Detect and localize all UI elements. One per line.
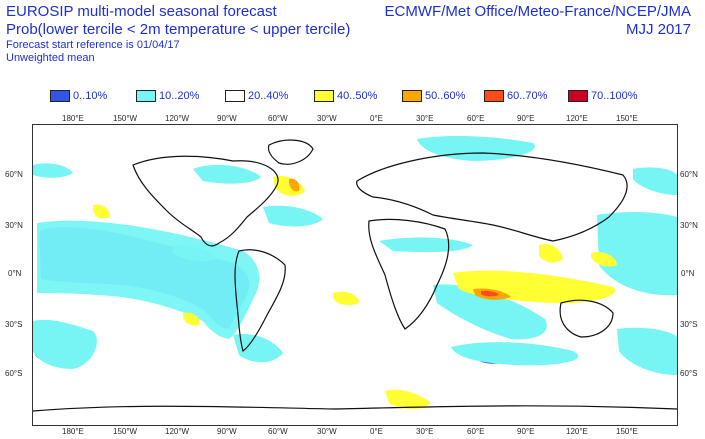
lon-label-bottom: 0°E xyxy=(370,427,383,436)
zone-10-20 xyxy=(193,164,261,184)
forecast-season: MJJ 2017 xyxy=(625,21,691,38)
lon-label-bottom: 120°W xyxy=(165,427,190,436)
map-title: EUROSIP multi-model seasonal forecast xyxy=(6,3,277,20)
lat-label-right: 30°S xyxy=(680,320,698,329)
title-block: EUROSIP multi-model seasonal forecast Pr… xyxy=(6,3,350,65)
lon-label-bottom: 30°W xyxy=(317,427,337,436)
below-normal-zones xyxy=(33,136,677,375)
zone-40-50 xyxy=(539,243,563,263)
legend-item: 70..100% xyxy=(568,89,637,103)
legend-item: 60..70% xyxy=(484,89,547,103)
coastline-south-america xyxy=(234,249,286,353)
zone-60-70 xyxy=(481,290,499,297)
legend-item: 20..40% xyxy=(225,89,288,103)
lon-label-top: 60°E xyxy=(467,114,485,123)
lon-label-top: 0°E xyxy=(370,114,383,123)
zone-10-20 xyxy=(633,167,677,195)
legend-label: 0..10% xyxy=(73,90,108,102)
lon-label-top: 90°W xyxy=(217,114,237,123)
title-right-block: ECMWF/Met Office/Meteo-France/NCEP/JMA M… xyxy=(385,3,691,39)
zone-10-20 xyxy=(33,319,97,369)
legend-label: 60..70% xyxy=(507,90,548,102)
mean-type: Unweighted mean xyxy=(6,52,95,64)
legend-label: 50..60% xyxy=(425,90,466,102)
forecast-reference: Forecast start reference is 01/04/17 xyxy=(6,39,180,51)
zone-50-60 xyxy=(289,178,300,192)
lon-label-top: 120°W xyxy=(165,114,190,123)
zone-10-20 xyxy=(417,136,535,161)
lon-label-top: 90°E xyxy=(517,114,535,123)
coastline-eurasia xyxy=(356,152,628,242)
coastline-africa xyxy=(368,218,450,330)
lat-label-left: 0°N xyxy=(8,269,22,278)
coastline-greenland xyxy=(267,139,314,165)
lon-label-top: 150°W xyxy=(113,114,138,123)
lon-label-bottom: 30°E xyxy=(416,427,434,436)
legend-label: 10..20% xyxy=(159,90,200,102)
legend-label: 40..50% xyxy=(337,90,378,102)
lon-label-bottom: 180°E xyxy=(62,427,84,436)
legend-swatch xyxy=(402,90,422,102)
legend-swatch xyxy=(225,90,245,102)
zone-40-50 xyxy=(183,312,200,326)
legend-swatch xyxy=(484,90,504,102)
lon-label-top: 30°W xyxy=(317,114,337,123)
legend-label: 70..100% xyxy=(591,90,638,102)
coastline-north-america xyxy=(132,155,279,247)
lat-label-left: 30°S xyxy=(5,320,23,329)
lon-label-bottom: 60°E xyxy=(467,427,485,436)
lon-label-bottom: 60°W xyxy=(268,427,288,436)
high-probability-zones xyxy=(289,178,511,300)
lat-label-left: 60°N xyxy=(5,170,23,179)
zone-40-50 xyxy=(385,389,431,409)
lon-label-top: 60°W xyxy=(268,114,288,123)
legend-swatch xyxy=(136,90,156,102)
forecast-centres: ECMWF/Met Office/Meteo-France/NCEP/JMA xyxy=(384,3,691,20)
legend-swatch xyxy=(568,90,588,102)
legend-item: 50..60% xyxy=(402,89,465,103)
legend-label: 20..40% xyxy=(248,90,289,102)
zone-10-20 xyxy=(451,342,579,366)
zone-10-20 xyxy=(617,327,677,375)
lon-label-bottom: 90°E xyxy=(517,427,535,436)
lat-label-right: 60°N xyxy=(680,170,698,179)
legend-swatch xyxy=(314,90,334,102)
lon-label-bottom: 150°E xyxy=(616,427,638,436)
lat-label-right: 30°N xyxy=(680,221,698,230)
legend-item: 40..50% xyxy=(314,89,377,103)
lon-label-top: 150°E xyxy=(616,114,638,123)
zone-10-20 xyxy=(173,244,217,261)
lat-label-right: 0°N xyxy=(681,269,695,278)
zone-10-20 xyxy=(379,237,473,253)
zone-40-50 xyxy=(93,204,110,219)
legend-swatch xyxy=(50,90,70,102)
legend-item: 0..10% xyxy=(50,89,107,103)
lon-label-bottom: 120°E xyxy=(566,427,588,436)
zone-10-20 xyxy=(433,284,547,340)
zone-10-20 xyxy=(597,211,677,296)
map-subtitle: Prob(lower tercile < 2m temperature < up… xyxy=(6,21,351,38)
lon-label-top: 120°E xyxy=(566,114,588,123)
lat-label-right: 60°S xyxy=(680,369,698,378)
lat-label-left: 60°S xyxy=(5,369,23,378)
lon-label-bottom: 90°W xyxy=(217,427,237,436)
zone-40-50 xyxy=(591,251,617,267)
coastline-australia xyxy=(559,299,614,338)
forecast-map xyxy=(32,124,678,426)
lon-label-top: 180°E xyxy=(62,114,84,123)
lon-label-bottom: 150°W xyxy=(113,427,138,436)
zone-40-50 xyxy=(333,291,359,305)
coastlines xyxy=(33,139,677,412)
world-map-svg xyxy=(33,136,677,412)
zone-10-20 xyxy=(33,163,73,178)
legend-item: 10..20% xyxy=(136,89,199,103)
lat-label-left: 30°N xyxy=(5,221,23,230)
lon-label-top: 30°E xyxy=(416,114,434,123)
zone-10-20 xyxy=(263,205,323,227)
zone-10-20 xyxy=(233,333,283,363)
coastline-antarctica xyxy=(33,405,677,412)
